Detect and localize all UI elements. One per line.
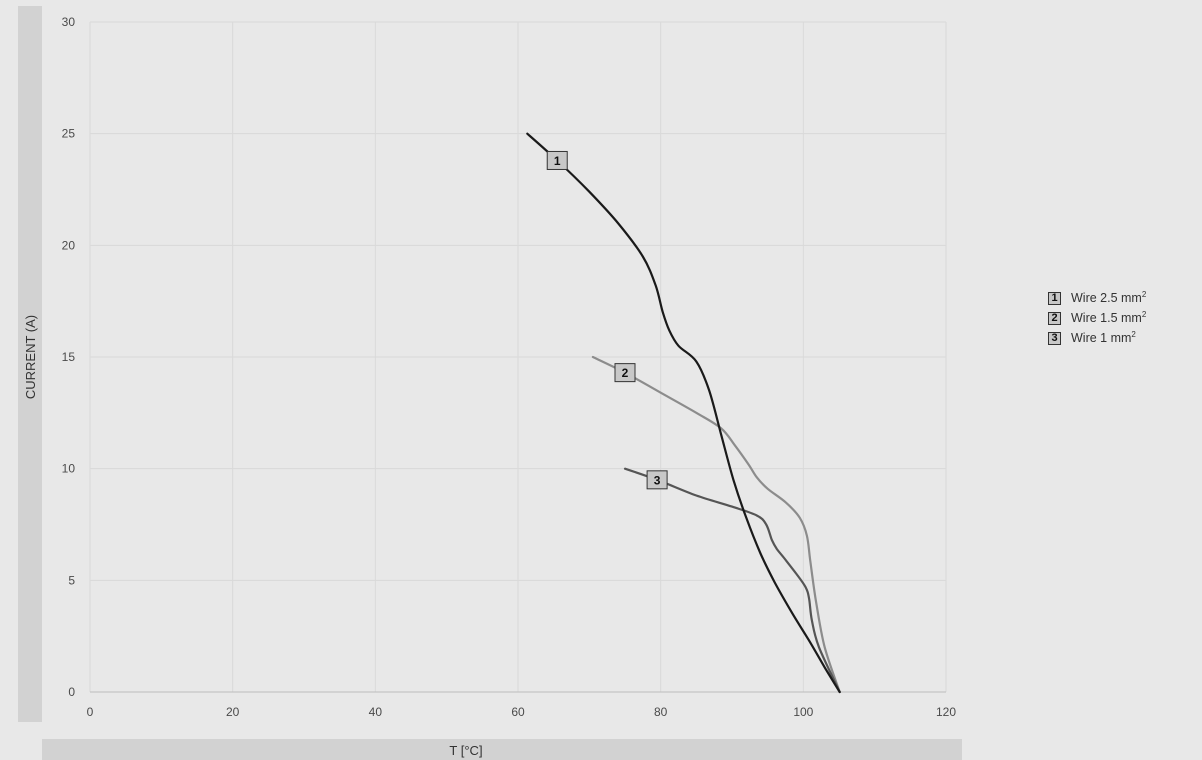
series-marker-box	[546, 150, 568, 170]
series-line-1	[526, 132, 841, 694]
legend-label: Wire 1 mm2	[1071, 330, 1136, 345]
legend-label-sup: 2	[1131, 330, 1136, 340]
y-tick-label: 25	[62, 127, 76, 141]
legend-label-text: Wire 2.5 mm	[1071, 291, 1142, 306]
series-line-2	[591, 355, 841, 694]
grid-layer	[89, 21, 947, 693]
y-tick-label: 0	[68, 685, 75, 699]
x-axis-title: T [°C]	[449, 743, 482, 758]
series-marker-label: 2	[622, 366, 629, 380]
legend-label-sup: 2	[1141, 310, 1147, 320]
y-tick-label: 20	[62, 238, 76, 252]
y-tick-label: 30	[62, 15, 76, 29]
legend-item-wire-2-5: 1 Wire 2.5 mm2	[1048, 288, 1146, 308]
tick-labels: 0 20 40 60 80 100 120 0 5 10 15 20 25 30	[62, 15, 957, 719]
x-axis-band	[42, 739, 962, 760]
y-axis-band	[18, 6, 42, 722]
legend-item-wire-1: 3 Wire 1 mm2	[1048, 328, 1146, 348]
series-layer	[526, 132, 841, 694]
series-markers: 1 2 3	[546, 150, 668, 490]
legend-badge: 2	[1048, 311, 1061, 325]
legend-label-text: Wire 1 mm	[1071, 331, 1132, 346]
legend-label: Wire 2.5 mm2	[1071, 290, 1146, 305]
x-tick-label: 20	[226, 705, 240, 719]
series-marker-label: 1	[554, 154, 561, 168]
legend-label: Wire 1.5 mm2	[1071, 310, 1146, 325]
x-tick-label: 80	[654, 705, 668, 719]
series-marker-label: 3	[654, 473, 661, 487]
legend-label-sup: 2	[1141, 290, 1147, 300]
series-marker-2: 2	[614, 363, 636, 383]
legend-badge: 3	[1048, 331, 1061, 345]
legend-badge: 1	[1048, 291, 1061, 305]
legend-label-text: Wire 1.5 mm	[1071, 311, 1142, 326]
series-marker-3: 3	[646, 470, 668, 490]
series-line-3	[623, 467, 841, 694]
x-tick-label: 40	[369, 705, 383, 719]
x-tick-label: 60	[511, 705, 525, 719]
x-tick-label: 120	[936, 705, 956, 719]
y-axis-title: CURRENT (A)	[23, 315, 38, 399]
y-tick-label: 5	[68, 573, 75, 587]
series-marker-1: 1	[546, 150, 568, 170]
series-marker-box	[614, 363, 636, 383]
legend: 1 Wire 2.5 mm2 2 Wire 1.5 mm2 3 Wire 1 m…	[1048, 288, 1146, 348]
series-marker-box	[646, 470, 668, 490]
y-tick-label: 15	[62, 350, 76, 364]
x-tick-label: 100	[793, 705, 813, 719]
x-tick-label: 0	[87, 705, 94, 719]
legend-item-wire-1-5: 2 Wire 1.5 mm2	[1048, 308, 1146, 328]
y-tick-label: 10	[62, 462, 76, 476]
